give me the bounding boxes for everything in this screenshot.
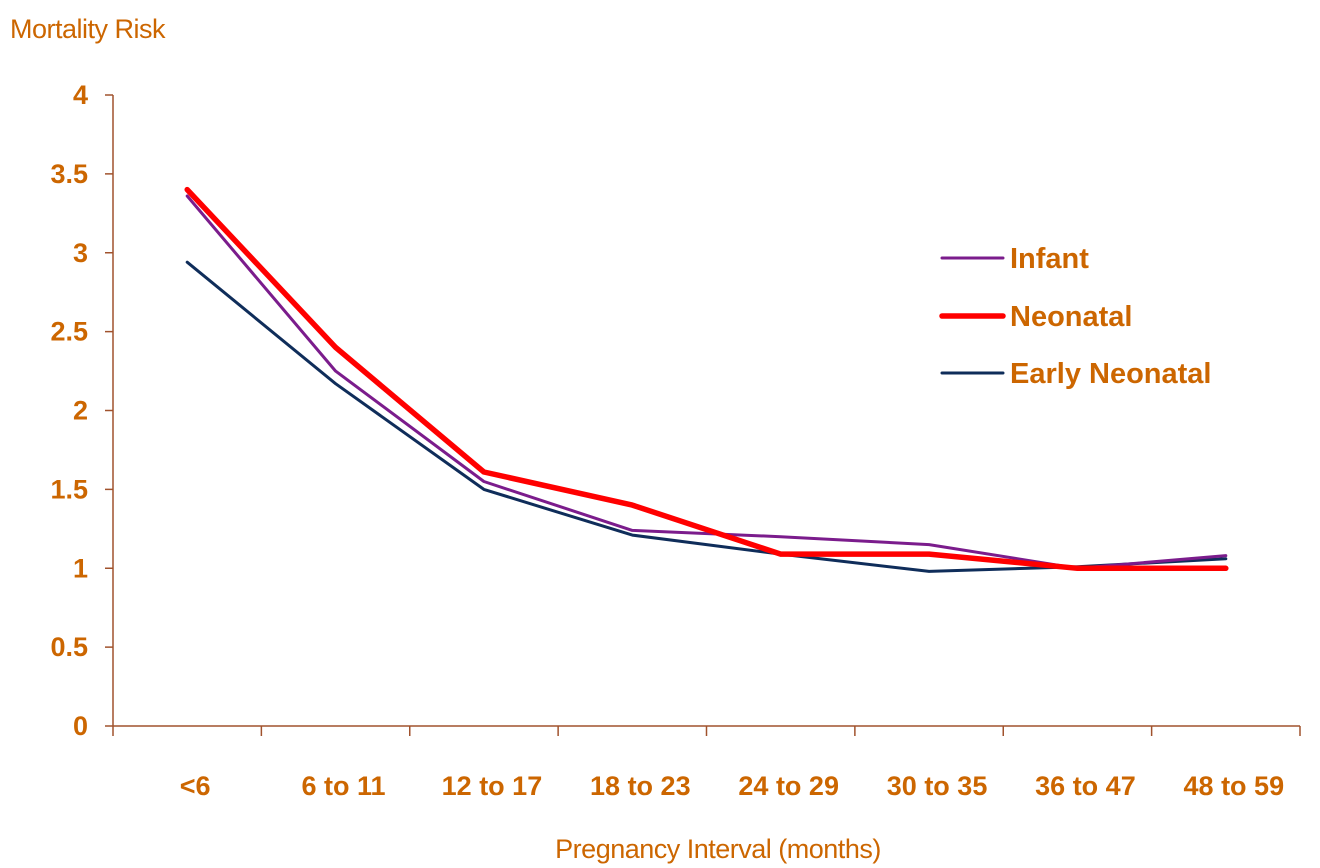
series-line-neonatal [184,186,1229,572]
y-tick-label: 3.5 [50,159,88,189]
y-tick-label: 4 [73,80,88,110]
x-tick-label: 12 to 17 [442,771,543,801]
x-tick-label: 18 to 23 [590,771,691,801]
legend-label-neonatal: Neonatal [1010,301,1132,333]
y-axis-label: Mortality Risk [10,14,166,44]
legend-label-infant: Infant [1010,243,1089,275]
x-tick-label: 6 to 11 [302,771,386,801]
y-tick-label: 0.5 [50,632,88,662]
y-tick-label: 2 [73,396,88,426]
x-tick-label: 48 to 59 [1184,771,1285,801]
x-axis-label: Pregnancy Interval (months) [555,834,881,864]
y-tick-label: 3 [73,238,88,268]
y-tick-label: 0 [73,711,88,741]
x-tick-label: <6 [180,771,211,801]
legend-label-early-neonatal: Early Neonatal [1010,358,1211,390]
y-tick-label: 2.5 [50,317,88,347]
y-tick-label: 1.5 [50,474,88,504]
x-tick-label: 30 to 35 [887,771,988,801]
x-tick-label: 24 to 29 [738,771,839,801]
x-tick-label: 36 to 47 [1035,771,1136,801]
y-tick-label: 1 [73,553,88,583]
